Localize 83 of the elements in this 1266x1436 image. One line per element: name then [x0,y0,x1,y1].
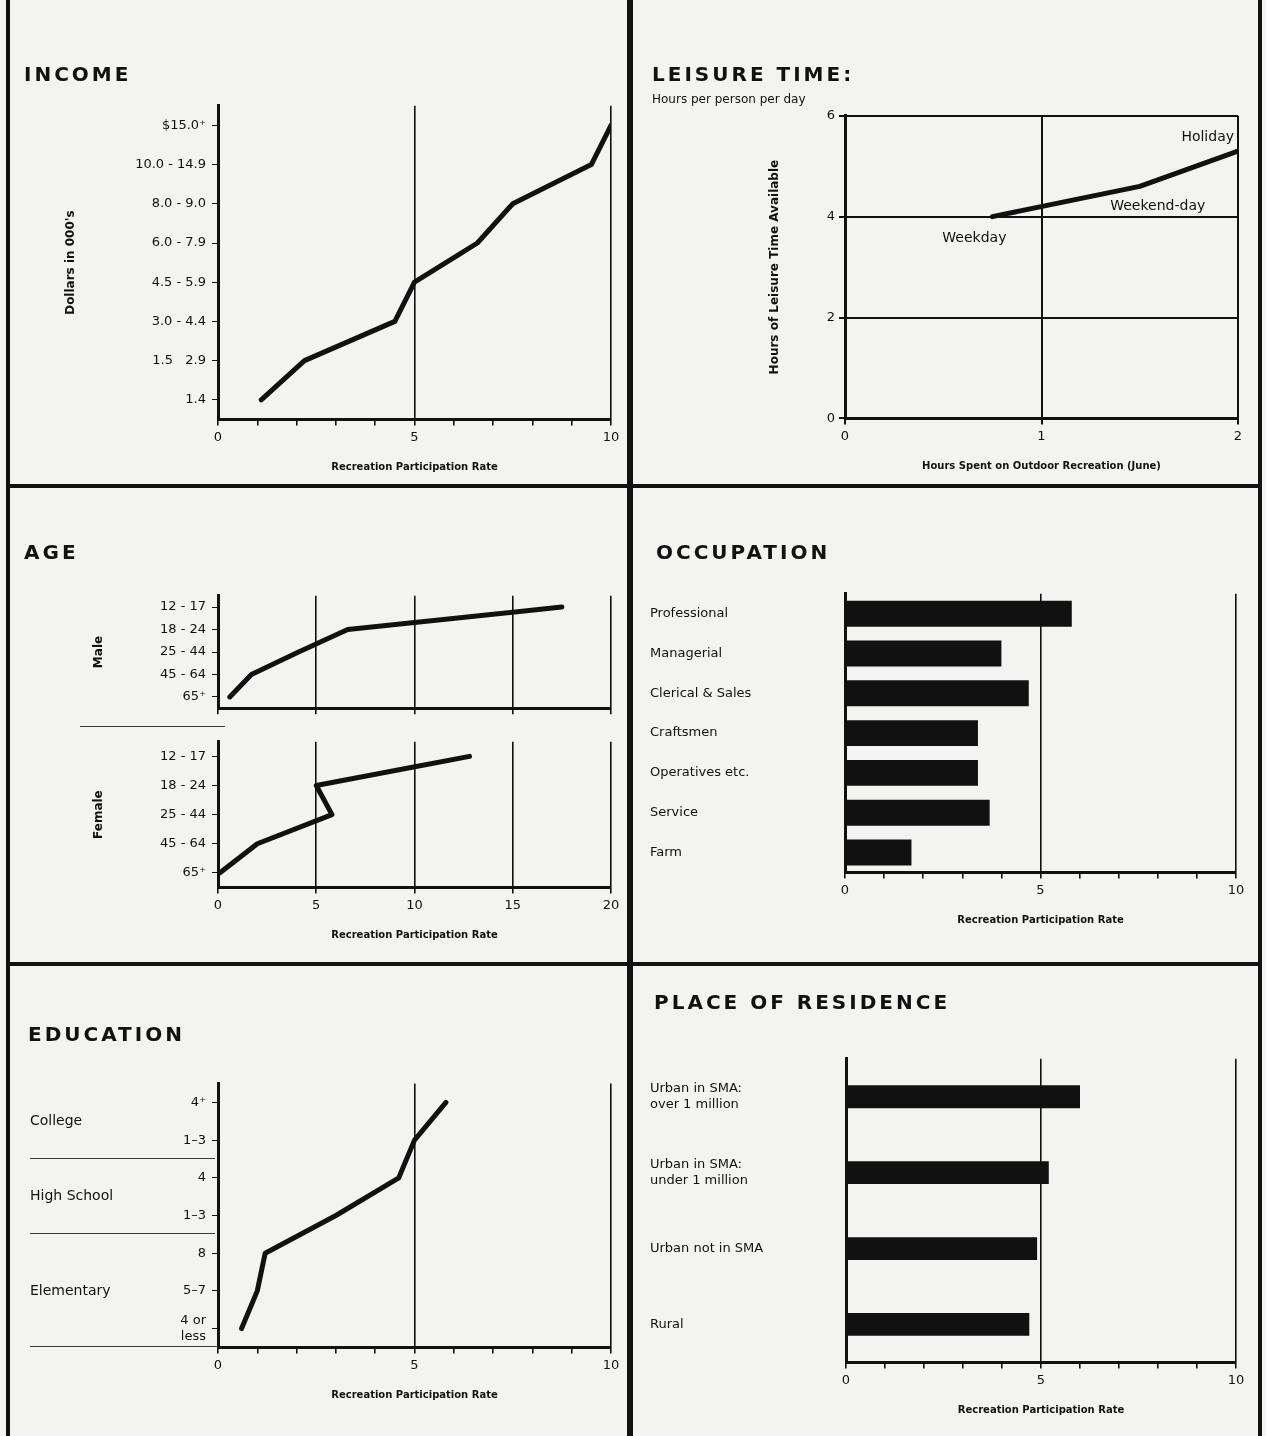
y-axis-title: Male [91,635,106,669]
annotation: Weekend-day [1110,197,1206,214]
x-tick-label: 0 [213,896,223,912]
y-axis-title: Female [91,790,106,839]
x-tick-label: 20 [602,896,620,912]
x-tick-label: 5 [410,428,419,444]
y-tick-label: 65⁺ [182,688,206,704]
y-tick-label: Operatives etc. [650,764,750,780]
y-axis-title: Hours of Leisure Time Available [767,159,782,375]
y-tick-label: 4 or less [180,1312,207,1343]
annotation: Weekday [942,229,1007,246]
y-tick-label: 12 - 17 [159,598,206,614]
x-axis-title: Recreation Participation Rate [957,1403,1125,1415]
x-tick-label: 10 [1227,1371,1245,1387]
y-tick-label: 10.0 - 14.9 [135,155,206,171]
y-tick-label: Urban in SMA: under 1 million [650,1156,748,1187]
y-tick-label: Rural [650,1315,684,1331]
y-tick-label: 18 - 24 [159,620,206,636]
y-tick-label: 25 - 44 [159,643,206,659]
text: High School [30,1187,114,1204]
x-tick-label: 10 [602,1356,620,1372]
x-tick-label: 10 [1227,881,1245,897]
chart-title: EDUCATION [28,1022,185,1046]
y-tick-label: 1.4 [185,391,206,407]
y-tick-label: Urban in SMA: over 1 million [650,1080,742,1111]
y-tick-label: Clerical & Sales [650,684,752,700]
y-tick-label: 12 - 17 [159,747,206,763]
x-tick-label: 5 [312,896,321,912]
x-axis-title: Recreation Participation Rate [331,460,498,472]
y-tick-label: 3.0 - 4.4 [151,312,206,328]
y-tick-label: 65⁺ [182,864,206,880]
y-tick-label: 6.0 - 7.9 [151,234,206,250]
x-tick-label: 0 [213,428,223,444]
text: Hours per person per day [652,92,806,106]
y-tick-label: Managerial [650,644,723,660]
y-tick-label: 1–3 [182,1131,206,1147]
y-tick-label: 8 [197,1244,206,1260]
x-axis-title: Recreation Participation Rate [331,928,498,940]
text: College [30,1111,83,1128]
x-tick-label: 5 [410,1356,419,1372]
y-tick-label: Service [650,804,699,820]
y-tick-label: 4.5 - 5.9 [151,273,206,289]
y-tick-label: Farm [650,843,683,859]
y-tick-label: 2 [826,308,835,324]
y-tick-label: $15.0⁺ [161,116,206,132]
y-tick-label: 18 - 24 [159,776,206,792]
x-tick-label: 5 [1036,881,1045,897]
x-tick-label: 5 [1036,1371,1046,1387]
y-tick-label: 4 [826,208,835,224]
chart-title: PLACE OF RESIDENCE [654,990,951,1014]
x-axis-title: Hours Spent on Outdoor Recreation (June) [922,459,1161,471]
x-axis-title: Recreation Participation Rate [957,913,1124,925]
y-tick-label: Professional [650,605,729,621]
text: Elementary [30,1281,111,1298]
y-tick-label: 0 [826,409,835,425]
annotation: Holiday [1181,127,1234,144]
x-tick-label: 0 [840,427,850,443]
y-axis-title: Dollars in 000's [63,210,78,315]
chart-title: INCOME [24,62,132,86]
y-tick-label: 6 [826,107,835,123]
y-tick-label: 4⁺ [190,1093,206,1109]
y-tick-label: 5–7 [182,1282,206,1298]
chart-title: LEISURE TIME: [652,62,855,86]
x-tick-label: 10 [406,896,423,912]
y-tick-label: Craftsmen [650,724,718,740]
x-tick-label: 15 [504,896,522,912]
y-tick-label: 8.0 - 9.0 [151,195,206,211]
y-tick-label: 45 - 64 [159,835,206,851]
x-axis-title: Recreation Participation Rate [331,1388,498,1400]
x-tick-label: 2 [1233,427,1243,443]
y-tick-label: 45 - 64 [159,665,206,681]
y-tick-label: 4 [197,1169,206,1185]
y-tick-label: 25 - 44 [159,805,206,821]
y-tick-label: Urban not in SMA [650,1239,764,1255]
x-tick-label: 10 [602,428,620,444]
y-tick-label: 1–3 [182,1206,206,1222]
x-tick-label: 0 [840,881,850,897]
x-tick-label: 1 [1037,427,1046,443]
chart-title: OCCUPATION [656,540,831,564]
y-tick-label: 1.5 2.9 [152,351,206,367]
text: AGE [24,540,79,564]
x-tick-label: 0 [841,1371,851,1387]
x-tick-label: 0 [213,1356,223,1372]
